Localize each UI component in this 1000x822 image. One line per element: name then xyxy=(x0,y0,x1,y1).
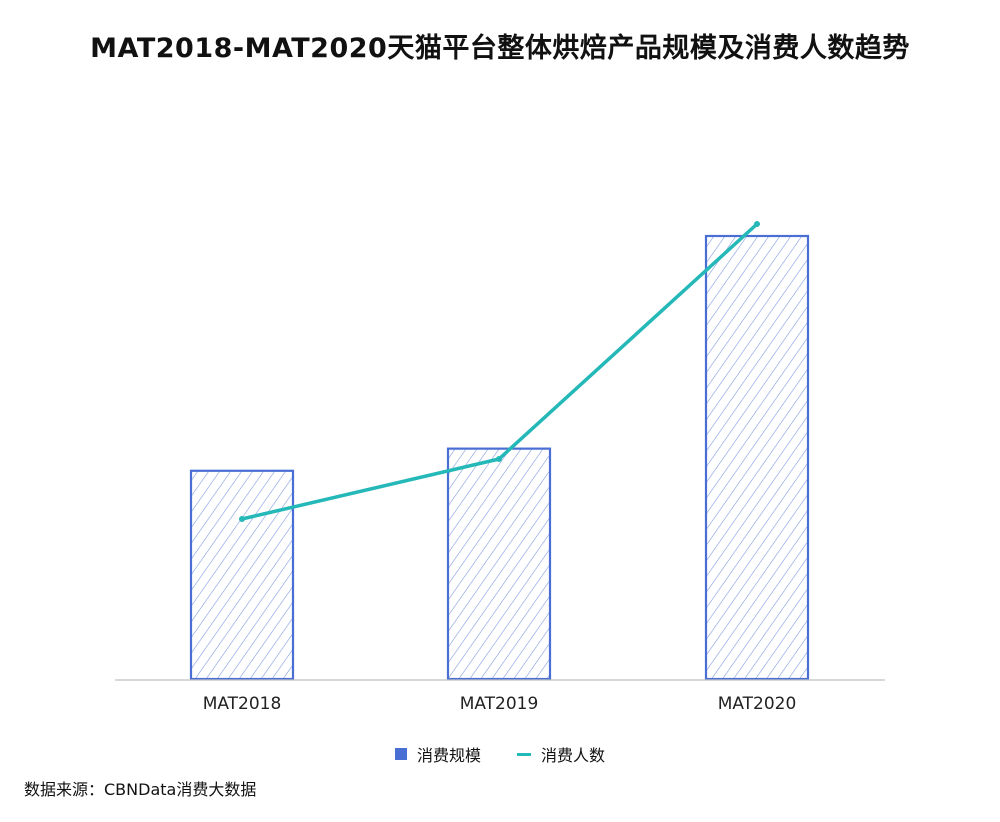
bar-MAT2020[interactable] xyxy=(704,234,810,681)
legend-item-bar[interactable]: 消费规模 xyxy=(394,742,481,766)
tick-labels-layer: MAT2018 MAT2019 MAT2020 xyxy=(203,694,797,714)
legend-bar-swatch xyxy=(394,748,407,760)
tick-label-MAT2018: MAT2018 xyxy=(203,694,282,714)
legend-line-swatch xyxy=(517,752,531,756)
line-point-MAT2020[interactable] xyxy=(754,221,760,227)
bars-layer xyxy=(189,234,810,681)
tick-label-MAT2020: MAT2020 xyxy=(718,694,797,714)
bar-MAT2019[interactable] xyxy=(446,447,552,681)
legend-bar-label: 消费规模 xyxy=(416,746,481,765)
legend-item-line[interactable]: 消费人数 xyxy=(517,742,605,766)
source-note: 数据来源：CBNData消费大数据 xyxy=(24,780,257,799)
legend: 消费规模 消费人数 xyxy=(0,742,1000,766)
tick-label-MAT2019: MAT2019 xyxy=(460,694,539,714)
line-layer xyxy=(239,221,760,522)
bar-MAT2018[interactable] xyxy=(189,469,295,681)
legend-line-label: 消费人数 xyxy=(541,746,606,765)
line-point-MAT2018[interactable] xyxy=(239,516,245,522)
chart-title: MAT2018-MAT2020天猫平台整体烘焙产品规模及消费人数趋势 xyxy=(90,33,910,64)
line-point-MAT2019[interactable] xyxy=(496,456,502,462)
